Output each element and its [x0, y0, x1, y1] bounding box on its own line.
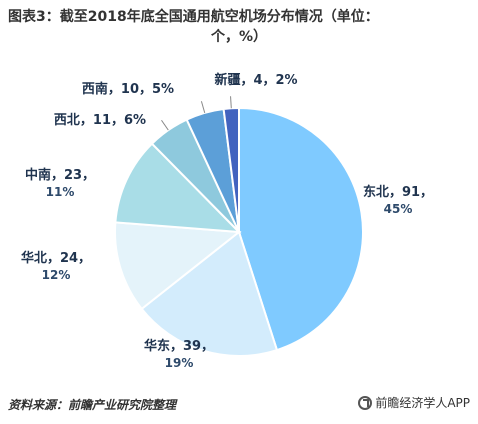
slice-percent-4: 11%	[46, 185, 75, 199]
brand-name: 前瞻经济学人APP	[375, 396, 470, 410]
source-note: 资料来源：前瞻产业研究院整理	[8, 398, 177, 412]
slice-labels: 东北，91， 45% 华东，39， 19% 华北，24， 12% 中南，23， 11% 西北，1…	[21, 72, 433, 370]
leader-line-6	[200, 101, 206, 113]
leader-line-7	[230, 96, 232, 109]
chart-title-line1: 图表3：截至2018年底全国通用航空机场分布情况（单位：	[8, 9, 379, 25]
slice-label-6: 西南，10，5%	[82, 81, 174, 97]
slice-label-4: 中南，23，	[25, 167, 95, 183]
brand-mark[interactable]: 前瞻经济学人APP	[358, 394, 470, 411]
slice-percent-2: 19%	[165, 356, 194, 370]
pie-slice-1	[238, 106, 364, 352]
slice-percent-1: 45%	[384, 202, 413, 216]
slice-percent-3: 12%	[42, 268, 71, 282]
chart-title-line2: 个，%）	[210, 29, 268, 45]
slice-label-1: 东北，91，	[363, 184, 433, 200]
chart-title: 图表3：截至2018年底全国通用航空机场分布情况（单位： 个，%）	[8, 7, 470, 47]
slice-label-5: 西北，11，6%	[54, 113, 146, 128]
slice-label-2: 华东，39，	[144, 338, 214, 354]
leader-line-5	[161, 119, 169, 131]
pie-slices	[113, 106, 364, 357]
pie-slice-2	[140, 230, 279, 357]
slice-label-7: 新疆，4，2%	[214, 72, 297, 88]
leader-lines	[161, 96, 232, 131]
brand-logo-icon	[358, 395, 373, 410]
pie-slice-7	[222, 106, 240, 233]
pie-slice-3	[113, 221, 242, 311]
pie-slice-4	[114, 142, 242, 234]
slice-label-3: 华北，24，	[21, 250, 91, 266]
